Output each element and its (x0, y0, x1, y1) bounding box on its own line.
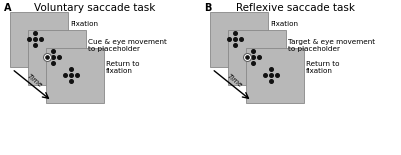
Circle shape (270, 74, 273, 77)
Circle shape (52, 62, 55, 65)
Circle shape (258, 56, 261, 59)
Circle shape (252, 50, 255, 53)
Circle shape (28, 38, 31, 41)
Bar (246, 48, 304, 103)
Circle shape (228, 38, 231, 41)
Circle shape (44, 53, 51, 62)
Circle shape (52, 50, 55, 53)
Circle shape (34, 44, 37, 47)
Circle shape (70, 68, 73, 71)
Circle shape (234, 32, 237, 35)
Circle shape (70, 80, 73, 83)
Circle shape (270, 68, 273, 71)
Text: Cue & eye movement
to placeholder: Cue & eye movement to placeholder (88, 39, 167, 52)
Text: Fixation: Fixation (270, 21, 298, 27)
Circle shape (40, 38, 43, 41)
Circle shape (240, 38, 243, 41)
Circle shape (234, 44, 237, 47)
Text: Reflexive saccade task: Reflexive saccade task (235, 3, 354, 13)
Text: Return to
fixation: Return to fixation (306, 60, 340, 74)
Bar (10, 12, 68, 67)
Circle shape (252, 62, 255, 65)
Circle shape (34, 32, 37, 35)
Circle shape (52, 56, 55, 59)
Circle shape (234, 38, 237, 41)
Circle shape (264, 74, 267, 77)
Text: Time: Time (26, 73, 44, 89)
Circle shape (46, 56, 49, 59)
Circle shape (243, 53, 251, 62)
Circle shape (276, 74, 279, 77)
Text: Voluntary saccade task: Voluntary saccade task (34, 3, 156, 13)
Text: A: A (4, 3, 12, 13)
Text: Fixation: Fixation (70, 21, 98, 27)
Bar (46, 48, 104, 103)
Circle shape (58, 56, 61, 59)
Text: B: B (204, 3, 211, 13)
Circle shape (252, 56, 255, 59)
Circle shape (46, 56, 49, 59)
Bar (210, 12, 268, 67)
Text: Return to
fixation: Return to fixation (106, 60, 140, 74)
Circle shape (70, 74, 73, 77)
Circle shape (76, 74, 79, 77)
Circle shape (34, 38, 37, 41)
Bar (228, 30, 286, 85)
Text: Target & eye movement
to placeholder: Target & eye movement to placeholder (288, 39, 375, 52)
Circle shape (246, 56, 249, 59)
Circle shape (270, 80, 273, 83)
Text: Time: Time (227, 73, 244, 89)
Circle shape (64, 74, 67, 77)
Circle shape (246, 56, 249, 59)
Bar (28, 30, 86, 85)
